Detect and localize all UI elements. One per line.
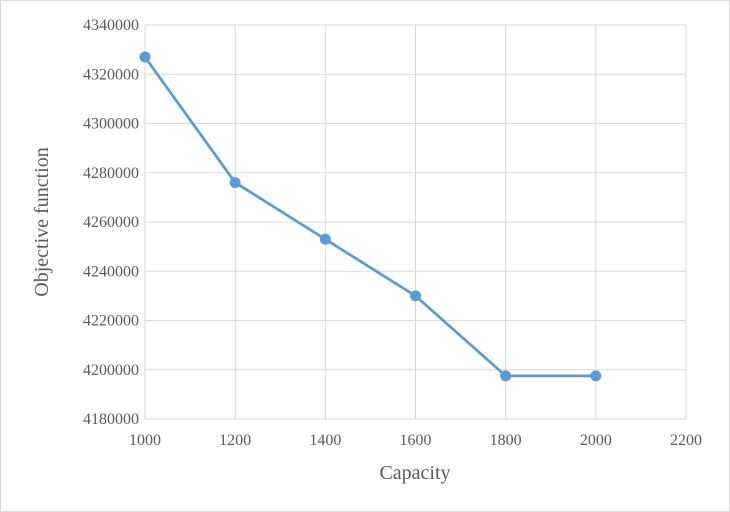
- data-point: [500, 370, 512, 382]
- y-tick-label: 4200000: [83, 362, 139, 379]
- y-tick-label: 4180000: [83, 411, 139, 428]
- x-axis-title: Capacity: [379, 462, 450, 484]
- y-axis-ticks: 4180000 4200000 4220000 4240000 4260000 42800…: [83, 17, 139, 428]
- series-layer: [139, 51, 602, 382]
- series-line: [143, 56, 596, 378]
- y-tick-label: 4320000: [83, 66, 139, 83]
- x-tick-label: 1800: [490, 432, 522, 449]
- data-point: [319, 233, 331, 245]
- x-tick-label: 1000: [129, 432, 161, 449]
- data-point: [410, 290, 421, 302]
- x-tick-label: 1600: [400, 432, 432, 449]
- x-tick-label: 2200: [670, 432, 702, 449]
- x-tick-label: 1200: [219, 432, 251, 449]
- data-point: [229, 177, 241, 189]
- data-point: [590, 370, 602, 382]
- gridlines: [144, 24, 687, 420]
- y-axis-title: Objective function: [31, 147, 53, 296]
- x-tick-label: 2000: [580, 432, 612, 449]
- data-point: [139, 51, 151, 63]
- y-tick-label: 4280000: [83, 165, 139, 182]
- y-tick-label: 4220000: [83, 313, 139, 330]
- x-tick-label: 1400: [309, 432, 341, 449]
- y-tick-label: 4300000: [83, 116, 139, 133]
- x-axis-ticks: 1000 1200 1400 1600 1800 2000 2200: [129, 432, 702, 449]
- y-tick-label: 4260000: [83, 214, 139, 231]
- y-tick-label: 4340000: [83, 17, 139, 34]
- y-tick-label: 4240000: [83, 263, 139, 280]
